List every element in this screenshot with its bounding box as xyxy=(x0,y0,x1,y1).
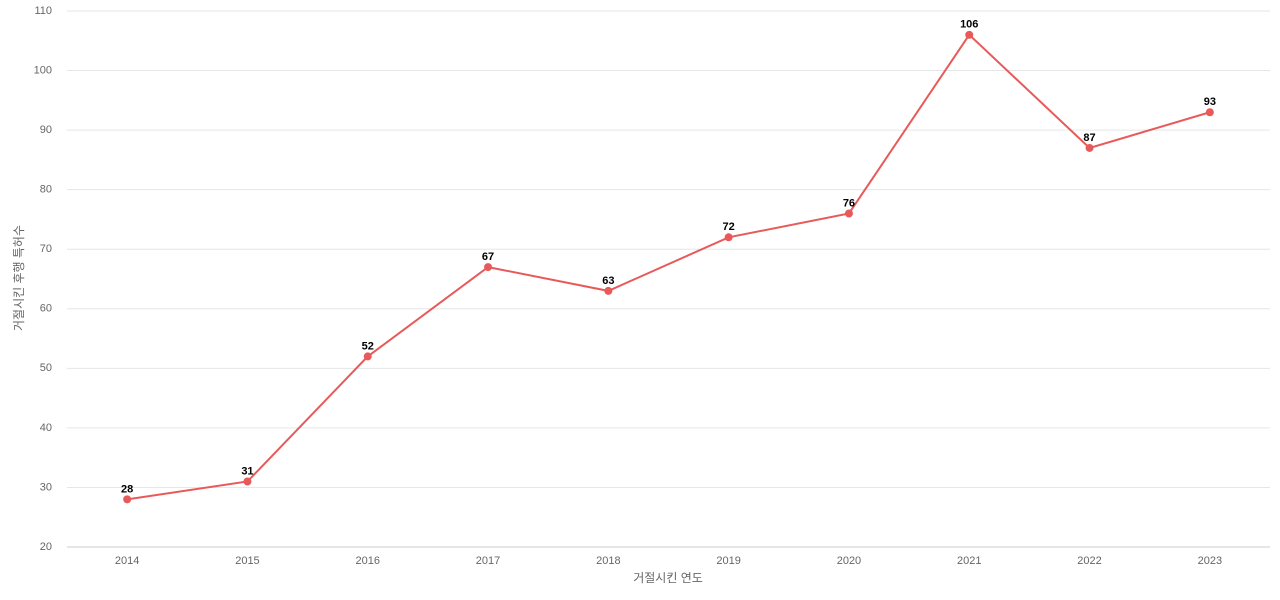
y-tick-label: 80 xyxy=(40,184,52,196)
x-axis-title: 거절시킨 연도 xyxy=(633,571,703,585)
y-tick-label: 50 xyxy=(40,362,52,374)
x-tick-label: 2014 xyxy=(115,555,139,567)
y-tick-label: 40 xyxy=(40,422,52,434)
y-tick-label: 110 xyxy=(34,5,52,17)
point xyxy=(1205,108,1214,117)
point xyxy=(484,263,493,272)
y-tick-label: 90 xyxy=(40,124,52,136)
data-label: 72 xyxy=(723,221,735,233)
point xyxy=(724,233,733,242)
y-tick-label: 60 xyxy=(40,303,52,315)
x-tick-label: 2022 xyxy=(1077,555,1101,567)
x-tick-label: 2023 xyxy=(1198,555,1222,567)
x-tick-label: 2021 xyxy=(957,555,981,567)
y-tick-label: 70 xyxy=(40,243,52,255)
data-label: 31 xyxy=(241,465,253,477)
point xyxy=(965,30,974,39)
point xyxy=(604,286,613,295)
x-tick-label: 2017 xyxy=(476,555,500,567)
data-label: 93 xyxy=(1204,96,1216,108)
data-label: 28 xyxy=(121,483,133,495)
point xyxy=(123,495,132,504)
point xyxy=(363,352,372,361)
y-tick-label: 100 xyxy=(34,64,52,76)
data-label: 52 xyxy=(362,340,374,352)
x-tick-label: 2018 xyxy=(596,555,620,567)
point xyxy=(243,477,252,486)
x-tick-label: 2019 xyxy=(716,555,740,567)
x-tick-label: 2015 xyxy=(235,555,259,567)
point xyxy=(1085,143,1094,152)
data-label: 87 xyxy=(1083,132,1095,144)
y-tick-label: 20 xyxy=(40,541,52,553)
line xyxy=(127,33,1211,501)
data-label: 67 xyxy=(482,251,494,263)
y-axis-title: 거절시킨 후행 특허수 xyxy=(11,225,26,331)
x-tick-label: 2016 xyxy=(356,555,380,567)
point xyxy=(844,209,853,218)
data-label: 106 xyxy=(960,19,978,31)
x-tick-label: 2020 xyxy=(837,555,861,567)
data-label: 63 xyxy=(602,275,614,287)
y-tick-label: 30 xyxy=(40,481,52,493)
data-label: 76 xyxy=(843,197,855,209)
